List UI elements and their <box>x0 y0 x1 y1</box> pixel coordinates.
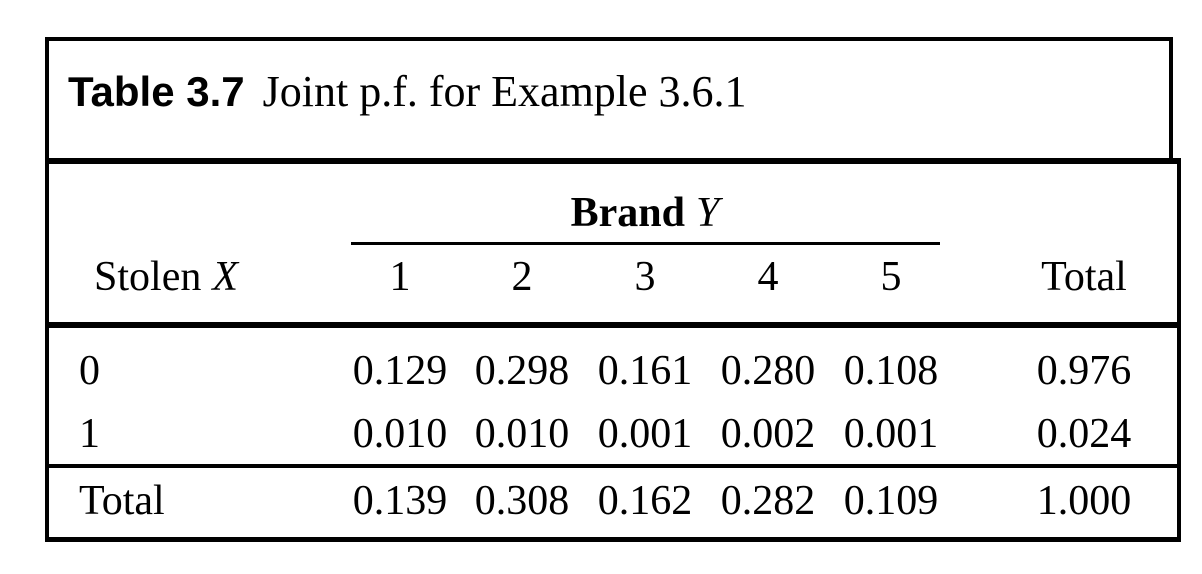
cell-x0-y2: 0.298 <box>474 348 570 394</box>
cell-x1-y5: 0.001 <box>843 411 939 457</box>
cell-grand-total: 1.000 <box>1036 478 1132 524</box>
row-0-label: 0 <box>79 348 100 394</box>
cell-x1-y1: 0.010 <box>352 411 448 457</box>
column-header-total: Total <box>1041 254 1127 300</box>
row-header-variable: X <box>212 254 238 300</box>
table-caption: Table 3.7 Joint p.f. for Example 3.6.1 <box>68 70 747 114</box>
cell-x1-y2: 0.010 <box>474 411 570 457</box>
brand-group-header-word: Brand <box>570 190 685 236</box>
totals-row-divider <box>49 464 1177 468</box>
brand-group-header-variable: Y <box>696 190 720 236</box>
brand-group-underline <box>351 242 940 245</box>
cell-x1-y4: 0.002 <box>720 411 816 457</box>
cell-x0-y5: 0.108 <box>843 348 939 394</box>
totals-row-label: Total <box>79 478 165 524</box>
column-header-3: 3 <box>634 254 656 300</box>
table-caption-box: Table 3.7 Joint p.f. for Example 3.6.1 <box>45 37 1173 158</box>
cell-total-y3: 0.162 <box>597 478 693 524</box>
row-header-word: Stolen <box>94 254 202 300</box>
cell-total-y4: 0.282 <box>720 478 816 524</box>
cell-x0-y4: 0.280 <box>720 348 816 394</box>
column-header-1: 1 <box>389 254 411 300</box>
table-title: Joint p.f. for Example 3.6.1 <box>262 67 747 116</box>
table-number: Table 3.7 <box>68 68 245 115</box>
cell-x0-y3: 0.161 <box>597 348 693 394</box>
column-header-4: 4 <box>757 254 779 300</box>
brand-group-header: Brand Y <box>345 192 945 234</box>
cell-x1-total: 0.024 <box>1036 411 1132 457</box>
cell-total-y5: 0.109 <box>843 478 939 524</box>
cell-x0-total: 0.976 <box>1036 348 1132 394</box>
row-1-label: 1 <box>79 411 100 457</box>
cell-total-y2: 0.308 <box>474 478 570 524</box>
cell-total-y1: 0.139 <box>352 478 448 524</box>
cell-x1-y3: 0.001 <box>597 411 693 457</box>
joint-pf-table: Brand Y Stolen X 1 2 3 4 5 Total 0 0.129 0… <box>45 158 1181 542</box>
header-body-divider <box>49 322 1177 328</box>
row-header-stolen-x: Stolen X <box>94 256 238 298</box>
column-header-2: 2 <box>511 254 533 300</box>
cell-x0-y1: 0.129 <box>352 348 448 394</box>
column-header-5: 5 <box>880 254 902 300</box>
